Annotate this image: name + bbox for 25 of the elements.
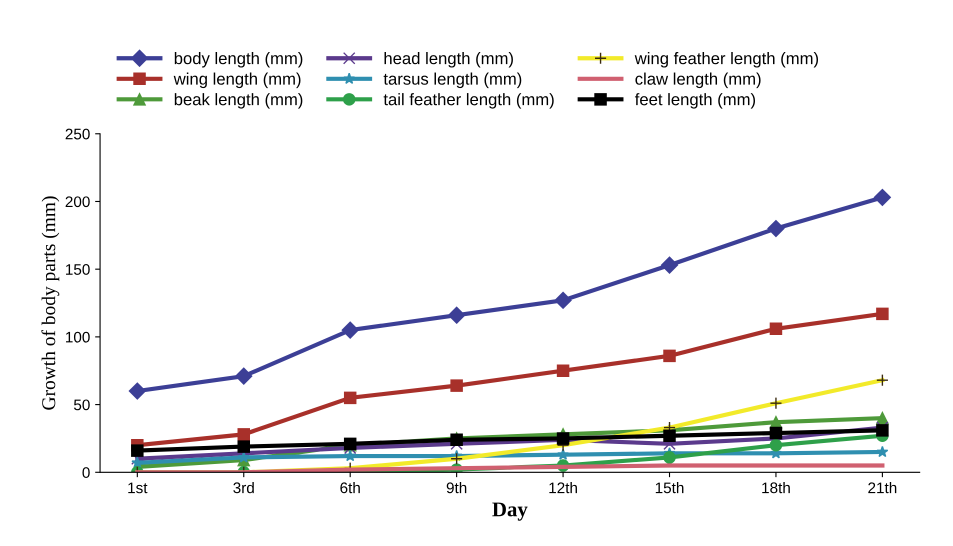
legend-label: wing length (mm)	[174, 72, 300, 88]
x-tick-label: 6th	[340, 482, 360, 494]
legend-label: tarsus length (mm)	[384, 72, 522, 88]
y-tick-label: 0	[82, 467, 90, 478]
legend-label: wing feather length (mm)	[634, 52, 818, 68]
x-tick-label: 18th	[762, 482, 790, 494]
y-tick-label: 150	[66, 264, 90, 275]
x-tick-label: 9th	[446, 482, 466, 494]
y-tick-label: 50	[74, 399, 90, 410]
y-tick-label: 100	[66, 332, 90, 343]
legend-label: body length (mm)	[174, 52, 302, 68]
x-tick-label: 15th	[656, 482, 684, 494]
x-tick-label: 1st	[128, 482, 148, 494]
y-axis-title: Growth of body parts (mm)	[41, 196, 60, 410]
x-tick-label: 12th	[549, 482, 577, 494]
legend-label: head length (mm)	[384, 52, 513, 68]
legend-label: tail feather length (mm)	[384, 93, 554, 109]
x-axis-title: Day	[492, 502, 528, 521]
legend-label: beak length (mm)	[174, 93, 302, 109]
x-tick-label: 3rd	[233, 482, 254, 494]
y-tick-label: 250	[66, 128, 90, 140]
x-tick-label: 21th	[868, 482, 896, 494]
legend-label: feet length (mm)	[634, 93, 756, 109]
y-tick-label: 200	[66, 196, 90, 208]
legend-label: claw length (mm)	[635, 72, 761, 88]
